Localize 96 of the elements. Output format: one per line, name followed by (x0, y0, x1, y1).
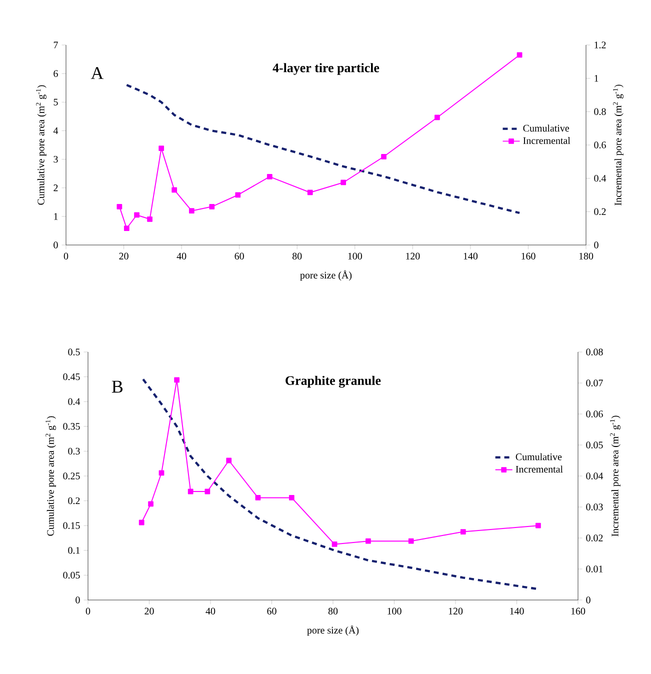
annotation: A (90, 67, 104, 79)
y-tick-label: 7 (54, 42, 58, 48)
y2-tick-label: 0.04 (586, 472, 604, 480)
y-tick-label: 5 (54, 98, 58, 106)
y-tick-label: 0.3 (68, 448, 80, 455)
y-tick-label: 0.15 (63, 522, 80, 529)
x-axis-title: pore size (Å) (307, 625, 359, 636)
y-axis-title: Cumulative pore area (m$^{2}$ g$^{-1}$) (36, 85, 46, 205)
x-tick-label: 20 (144, 608, 154, 614)
y2-tick-label: 0.2 (594, 208, 606, 216)
point (226, 458, 232, 464)
point (188, 208, 194, 214)
point (116, 204, 122, 210)
y2-tick-label: 1 (594, 75, 598, 82)
y-tick-label: 0.5 (68, 348, 80, 356)
y2-tick-label: 0.03 (586, 504, 603, 510)
x-tick-label: 160 (522, 252, 536, 260)
line-series (126, 84, 521, 214)
y-tick-label: 0.45 (63, 373, 80, 380)
point (288, 495, 294, 500)
y2-tick-label: 0.05 (586, 442, 603, 448)
x-axis-title: pore size (Å) (300, 270, 352, 281)
point (235, 192, 241, 198)
legend-label: Incremental (516, 466, 563, 473)
x-tick-label: 20 (119, 252, 128, 260)
x-tick-label: 80 (328, 608, 338, 614)
y2-axis-title: Incremental pore area (m$^{2}$ g$^{-1}$) (610, 416, 620, 536)
y-axis-title: Cumulative pore area (m$^{2}$ g$^{-1}$) (46, 416, 56, 536)
y2-tick-label: 0.4 (594, 174, 606, 182)
y2-axis-title: Incremental pore area (m$^{2}$ g$^{-1}$) (613, 84, 624, 206)
y-tick-label: 0.05 (63, 572, 80, 579)
y2-tick-label: 0 (586, 596, 590, 604)
point (340, 180, 346, 186)
legend-label: Cumulative (516, 453, 562, 460)
x-tick-label: 60 (234, 252, 244, 260)
point (307, 190, 313, 196)
point (460, 529, 466, 534)
x-tick-label: 120 (448, 608, 463, 614)
x-tick-label: 120 (406, 252, 420, 260)
y-tick-label: 4 (53, 127, 58, 134)
text: 4-layer tire particle (272, 63, 380, 75)
point (255, 495, 261, 500)
y2-tick-label: 0.07 (586, 380, 603, 386)
y2-tick-label: 0 (594, 242, 598, 248)
y-tick-label: 0.1 (68, 547, 80, 554)
y-tick-label: 0.35 (63, 423, 80, 430)
y2-tick-label: 1.2 (594, 42, 606, 48)
y-tick-label: 6 (54, 70, 58, 77)
point (381, 154, 386, 160)
x-tick-label: 160 (571, 608, 586, 614)
y-tick-label: 0.2 (68, 497, 80, 504)
point (138, 520, 144, 526)
x-tick-label: 140 (464, 252, 478, 260)
y-tick-label: 2 (54, 184, 58, 192)
y-tick-label: 0 (54, 242, 58, 248)
point (174, 377, 180, 383)
annotation: B (112, 380, 123, 393)
x-tick-label: 40 (206, 608, 216, 614)
point (148, 501, 154, 507)
point (172, 187, 178, 193)
y2-tick-label: 0.6 (594, 142, 606, 148)
point (332, 542, 338, 547)
y2-tick-label: 0.08 (586, 348, 603, 356)
x-tick-label: 100 (388, 608, 402, 614)
y2-tick-label: 0.8 (594, 108, 606, 116)
point (366, 538, 371, 544)
x-tick-label: 180 (579, 252, 594, 260)
point (134, 212, 140, 218)
y-tick-label: 0.25 (63, 472, 80, 480)
y-tick-label: 0 (76, 596, 80, 604)
legend-label: Cumulative (523, 124, 570, 132)
y-tick-label: 1 (54, 213, 58, 220)
x-tick-label: 140 (510, 608, 524, 614)
point (147, 216, 152, 222)
y-tick-label: 0.4 (68, 398, 80, 405)
y2-tick-label: 0.02 (586, 534, 603, 542)
text: Graphite granule (286, 376, 381, 388)
legend-label: Incremental (523, 136, 570, 144)
y2-tick-label: 0.06 (586, 410, 603, 418)
point (408, 538, 414, 544)
y2-tick-label: 0.01 (586, 566, 603, 572)
x-tick-label: 80 (292, 252, 302, 260)
point (434, 114, 440, 120)
x-tick-label: 40 (176, 252, 186, 260)
y-tick-label: 3 (54, 156, 58, 163)
point (188, 488, 194, 494)
point (124, 226, 130, 232)
point (266, 174, 272, 180)
point (516, 52, 522, 58)
x-tick-label: 100 (348, 252, 362, 260)
x-tick-label: 0 (86, 608, 90, 614)
point (209, 204, 215, 210)
point (158, 470, 164, 476)
point (158, 146, 164, 152)
point (536, 522, 541, 528)
x-tick-label: 60 (267, 608, 276, 614)
